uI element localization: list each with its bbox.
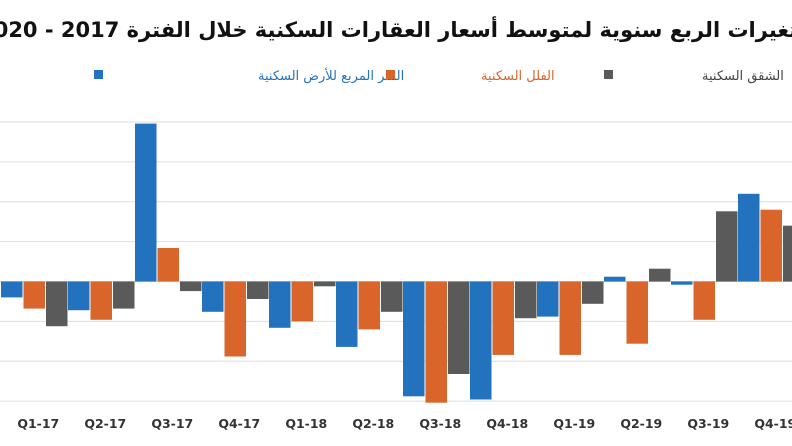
bar-q2-17-series-0	[68, 281, 90, 311]
bar-q3-19-series-1	[693, 281, 715, 320]
gridlines	[0, 121, 792, 402]
bar-q2-18-series-2	[381, 281, 403, 312]
x-tick-label-q3-18: Q3-18	[419, 416, 461, 431]
bar-q1-18-series-0	[269, 281, 291, 328]
legend-swatch-land	[94, 70, 103, 79]
x-tick-label-q1-17: Q1-17	[17, 416, 59, 431]
x-tick-label-q3-19: Q3-19	[687, 416, 729, 431]
x-tick-label-q4-17: Q4-17	[218, 416, 260, 431]
bar-q4-17-series-1	[224, 281, 246, 357]
legend-swatch-apartments	[604, 70, 613, 79]
x-tick-label-q4-19: Q4-19	[754, 416, 792, 431]
bar-q2-19-series-1	[626, 281, 648, 344]
bar-q1-17-series-2	[46, 281, 68, 327]
x-tick-label-q2-17: Q2-17	[84, 416, 126, 431]
bar-q2-17-series-1	[90, 281, 112, 320]
bar-q1-18-series-2	[314, 281, 336, 287]
bar-q3-18-series-2	[448, 281, 470, 374]
bar-q3-17-series-1	[157, 248, 179, 282]
bar-q2-17-series-2	[113, 281, 135, 309]
x-tick-label-q3-17: Q3-17	[151, 416, 193, 431]
bar-q2-18-series-0	[336, 281, 358, 347]
bar-q3-18-series-0	[403, 281, 425, 397]
bar-q2-19-series-0	[604, 276, 626, 282]
x-tick-label-q2-18: Q2-18	[352, 416, 394, 431]
bar-q4-17-series-0	[202, 281, 224, 312]
bar-q3-17-series-0	[135, 123, 157, 282]
x-tick-label-q4-18: Q4-18	[486, 416, 528, 431]
bar-q1-19-series-0	[537, 281, 559, 317]
bar-q3-19-series-2	[716, 211, 738, 282]
bar-q3-19-series-0	[671, 281, 693, 285]
bar-q4-19-series-2	[783, 225, 792, 282]
legend-label-land: المتر المربع للأرض السكنية	[258, 67, 404, 84]
legend-label-villas: الفلل السكنية	[481, 69, 555, 84]
legend: المتر المربع للأرض السكنية الفلل السكنية…	[94, 67, 784, 84]
bar-q1-17-series-0	[1, 281, 23, 298]
bars	[1, 123, 792, 403]
bar-q4-19-series-1	[760, 209, 782, 282]
legend-swatch-villas	[386, 70, 395, 79]
chart-title: التغيرات الربع سنوية لمتوسط أسعار العقار…	[0, 15, 792, 42]
bar-q2-19-series-2	[649, 268, 671, 282]
bar-q1-18-series-1	[291, 281, 313, 322]
bar-q4-18-series-1	[492, 281, 514, 355]
x-tick-label-q1-19: Q1-19	[553, 416, 595, 431]
bar-q4-17-series-2	[247, 281, 269, 299]
bar-q2-18-series-1	[358, 281, 380, 330]
bar-q1-19-series-2	[582, 281, 604, 304]
bar-q4-18-series-0	[470, 281, 492, 400]
bar-q1-19-series-1	[559, 281, 581, 355]
x-tick-label-q2-19: Q2-19	[620, 416, 662, 431]
bar-q3-17-series-2	[180, 281, 202, 292]
x-axis-labels: Q1-17 Q2-17 Q3-17 Q4-17 Q1-18 Q2-18 Q3-18 Q4-18…	[17, 416, 792, 431]
bar-q3-18-series-1	[425, 281, 447, 403]
bar-q4-19-series-0	[738, 193, 760, 282]
bar-q1-17-series-1	[23, 281, 45, 309]
x-tick-label-q1-18: Q1-18	[285, 416, 327, 431]
legend-label-apartments: الشقق السكنية	[702, 69, 784, 84]
bar-q4-18-series-2	[515, 281, 537, 319]
